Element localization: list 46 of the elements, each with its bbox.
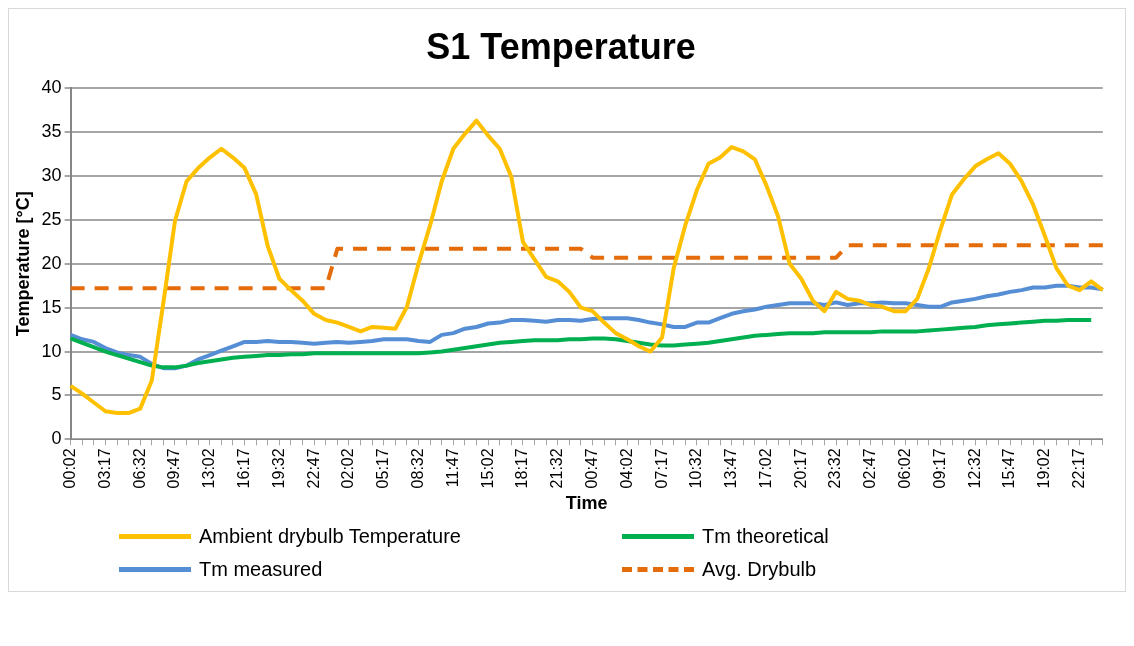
x-tick-label: 19:02 bbox=[1035, 448, 1053, 489]
x-tick-label: 09:17 bbox=[930, 448, 948, 489]
x-axis-title: Time bbox=[565, 493, 608, 514]
y-tick-label: 25 bbox=[41, 208, 62, 229]
x-tick-label: 06:02 bbox=[896, 448, 914, 489]
y-tick-label: 0 bbox=[51, 428, 62, 449]
x-tick-label: 04:02 bbox=[617, 448, 635, 489]
legend-label: Tm measured bbox=[199, 558, 323, 581]
x-tick-label: 08:32 bbox=[408, 448, 426, 489]
x-tick-label: 23:32 bbox=[826, 448, 844, 489]
legend-label: Avg. Drybulb bbox=[702, 558, 817, 581]
y-tick-label: 30 bbox=[41, 164, 62, 185]
x-tick-label: 22:17 bbox=[1070, 448, 1088, 489]
x-tick-label: 09:47 bbox=[165, 448, 183, 489]
chart-title: S1 Temperature bbox=[426, 25, 696, 67]
x-tick-label: 00:47 bbox=[582, 448, 600, 489]
x-tick-label: 15:02 bbox=[478, 448, 496, 489]
x-tick-label: 21:32 bbox=[548, 448, 566, 489]
x-tick-label: 13:47 bbox=[722, 448, 740, 489]
y-tick-label: 35 bbox=[41, 121, 62, 142]
x-tick-label: 00:02 bbox=[61, 448, 79, 489]
x-tick-label: 16:17 bbox=[234, 448, 252, 489]
x-tick-label: 20:17 bbox=[791, 448, 809, 489]
y-tick-label: 40 bbox=[41, 77, 62, 98]
x-tick-label: 10:32 bbox=[687, 448, 705, 489]
x-tick-label: 02:47 bbox=[861, 448, 879, 489]
x-tick-label: 22:47 bbox=[304, 448, 322, 489]
y-tick-label: 15 bbox=[41, 296, 62, 317]
y-tick-label: 5 bbox=[51, 384, 62, 405]
x-tick-label: 05:17 bbox=[374, 448, 392, 489]
x-tick-label: 03:17 bbox=[95, 448, 113, 489]
legend-label: Tm theoretical bbox=[702, 525, 829, 548]
x-tick-label: 19:32 bbox=[269, 448, 287, 489]
legend-label: Ambient drybulb Temperature bbox=[199, 525, 461, 548]
y-axis-title: Temperature [°C] bbox=[12, 191, 33, 337]
x-tick-label: 13:02 bbox=[200, 448, 218, 489]
x-tick-label: 12:32 bbox=[965, 448, 983, 489]
y-tick-label: 20 bbox=[41, 252, 62, 273]
x-tick-label: 15:47 bbox=[1000, 448, 1018, 489]
x-tick-label: 11:47 bbox=[443, 448, 461, 488]
x-tick-label: 18:17 bbox=[513, 448, 531, 489]
x-tick-label: 02:02 bbox=[339, 448, 357, 489]
x-tick-label: 06:32 bbox=[130, 448, 148, 489]
x-tick-label: 17:02 bbox=[756, 448, 774, 489]
x-tick-label: 07:17 bbox=[652, 448, 670, 489]
y-tick-label: 10 bbox=[41, 340, 62, 361]
